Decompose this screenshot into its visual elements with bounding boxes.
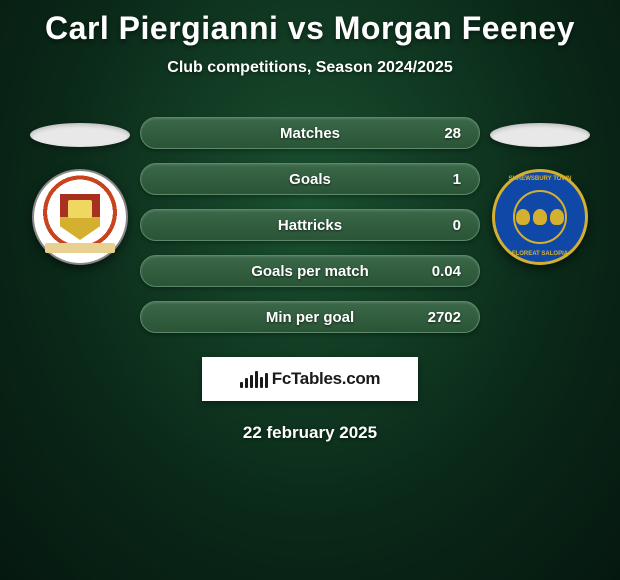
stat-label: Min per goal [209, 309, 411, 326]
stevenage-badge [32, 169, 128, 265]
stat-label: Goals [209, 171, 411, 188]
stat-right-value: 28 [411, 125, 461, 142]
page-title: Carl Piergianni vs Morgan Feeney [0, 0, 620, 47]
ribbon-icon [45, 243, 115, 253]
lions-icon [516, 209, 564, 225]
stat-row-goals: Goals 1 [140, 163, 480, 195]
badge-text-bottom: FLOREAT SALOPIA [495, 251, 585, 257]
stat-right-value: 0 [411, 217, 461, 234]
logo-text: FcTables.com [272, 369, 381, 389]
stat-row-hattricks: Hattricks 0 [140, 209, 480, 241]
stat-right-value: 2702 [411, 309, 461, 326]
stat-row-min-per-goal: Min per goal 2702 [140, 301, 480, 333]
stat-right-value: 0.04 [411, 263, 461, 280]
shield-icon [60, 194, 100, 240]
player-photo-placeholder-left [30, 123, 130, 147]
badge-text-top: SHREWSBURY TOWN [495, 176, 585, 182]
right-player-column: SHREWSBURY TOWN FLOREAT SALOPIA [480, 117, 600, 265]
stat-label: Hattricks [209, 217, 411, 234]
fctables-logo[interactable]: FcTables.com [202, 357, 418, 401]
stat-right-value: 1 [411, 171, 461, 188]
subtitle: Club competitions, Season 2024/2025 [0, 59, 620, 77]
stat-label: Goals per match [209, 263, 411, 280]
stat-row-matches: Matches 28 [140, 117, 480, 149]
bars-icon [240, 370, 268, 388]
shrewsbury-badge: SHREWSBURY TOWN FLOREAT SALOPIA [492, 169, 588, 265]
footer-date: 22 february 2025 [0, 423, 620, 443]
stat-label: Matches [209, 125, 411, 142]
player-photo-placeholder-right [490, 123, 590, 147]
left-player-column [20, 117, 140, 265]
stat-row-goals-per-match: Goals per match 0.04 [140, 255, 480, 287]
badge-inner-circle [513, 190, 567, 244]
comparison-panel: Matches 28 Goals 1 Hattricks 0 Goals per… [0, 117, 620, 333]
stats-list: Matches 28 Goals 1 Hattricks 0 Goals per… [140, 117, 480, 333]
